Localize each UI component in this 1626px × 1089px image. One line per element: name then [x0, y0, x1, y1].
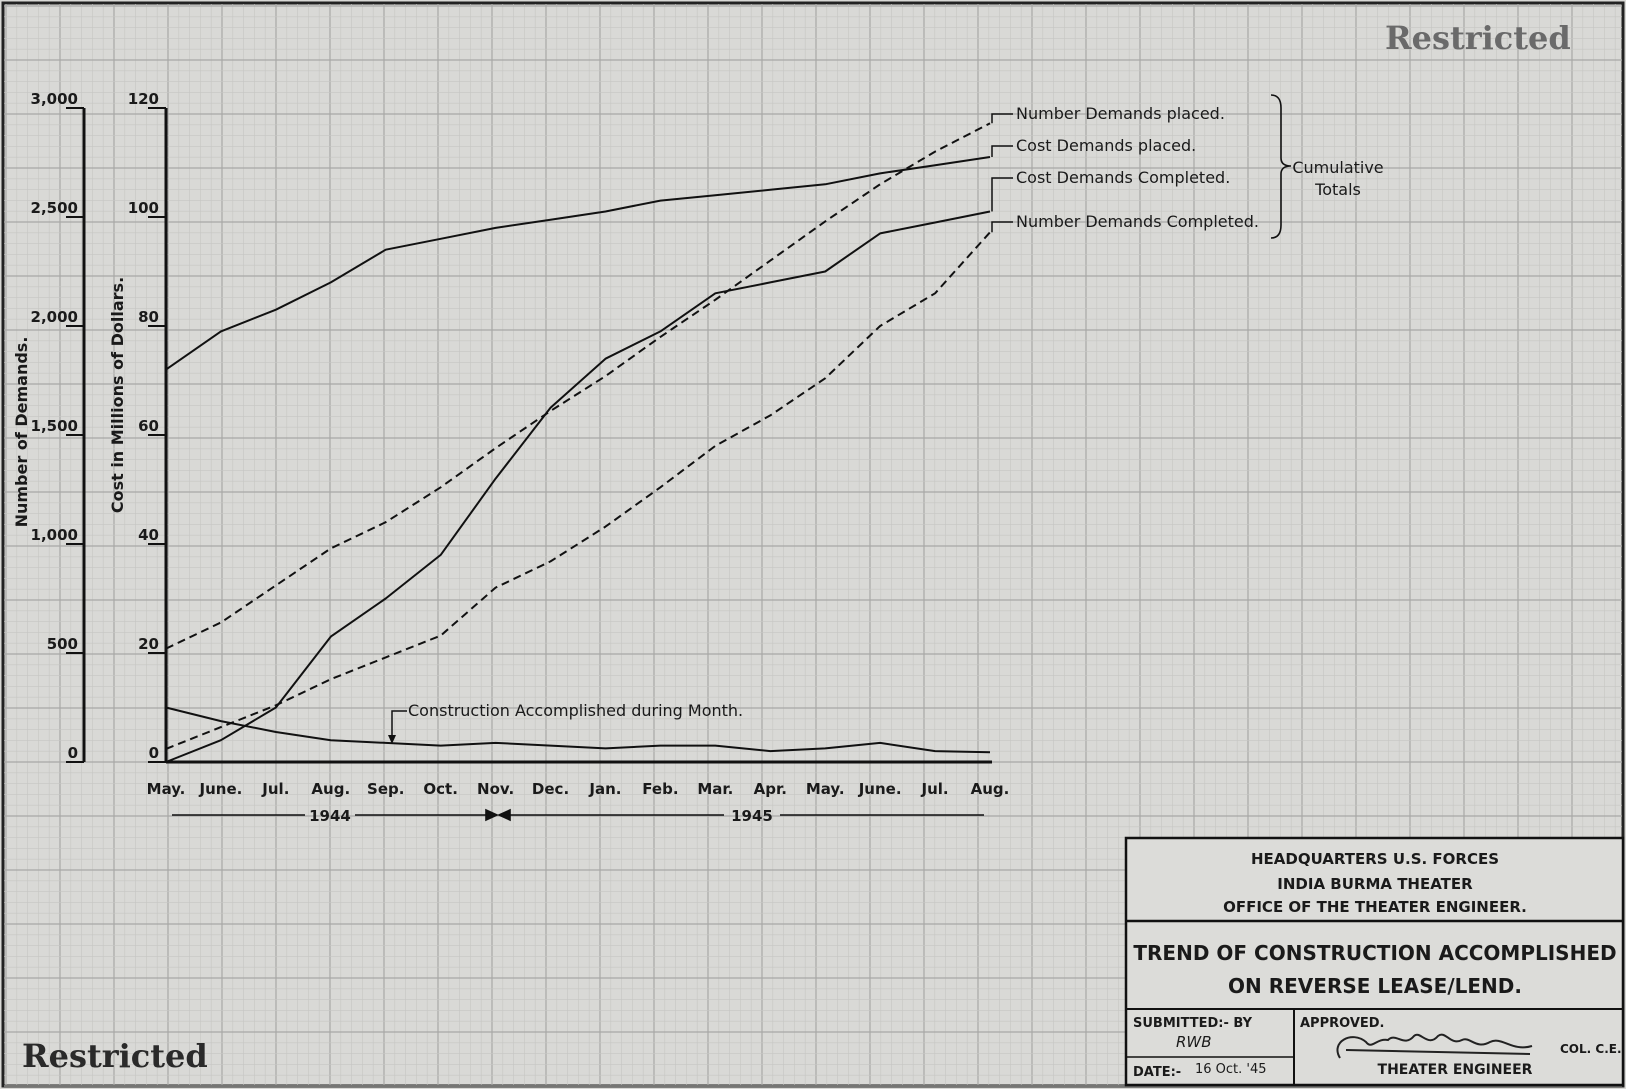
x-tick-label: Jul.: [261, 780, 289, 798]
count-tick-label: 2,000: [31, 308, 78, 326]
x-tick-label: Aug.: [971, 780, 1010, 798]
x-tick-label: May.: [147, 780, 186, 798]
org-line-3: OFFICE OF THE THEATER ENGINEER.: [1223, 898, 1527, 916]
legend-leader: [991, 113, 1013, 124]
bracket-label: Cumulative: [1292, 158, 1383, 177]
cost-tick-label: 20: [138, 635, 159, 653]
x-tick-label: June.: [858, 780, 902, 798]
legend-leader: [991, 145, 1013, 158]
series-line-2: [165, 210, 991, 763]
legend-label: Cost Demands placed.: [1016, 136, 1196, 155]
series-line-0: [165, 122, 991, 650]
restricted-stamp-bottom: Restricted: [22, 1037, 208, 1075]
legend-label: Number Demands Completed.: [1016, 212, 1259, 231]
count-tick-label: 2,500: [31, 199, 78, 217]
year-span-1945: [497, 808, 984, 822]
cost-tick-label: 80: [138, 308, 159, 326]
x-tick-label: Aug.: [311, 780, 350, 798]
rank-label: COL. C.E.: [1560, 1042, 1622, 1056]
x-tick-label: Mar.: [697, 780, 733, 798]
legend-leader: [991, 221, 1013, 233]
cumulative-bracket: [1270, 94, 1292, 239]
submitted-initials: RWB: [1176, 1033, 1212, 1051]
cost-tick-label: 0: [149, 744, 159, 762]
approver-title: THEATER ENGINEER: [1378, 1062, 1533, 1078]
x-tick-label: Sep.: [367, 780, 404, 798]
submitted-label: SUBMITTED:- BY: [1133, 1016, 1253, 1031]
cost-tick-label: 60: [138, 417, 159, 435]
x-tick-label: Apr.: [754, 780, 787, 798]
count-tick-label: 500: [47, 635, 78, 653]
x-tick-label: May.: [806, 780, 845, 798]
series-layer: [165, 122, 991, 763]
restricted-stamp-top: Restricted: [1385, 19, 1571, 57]
count-axis-title: Number of Demands.: [12, 337, 31, 528]
construction-series-label: Construction Accomplished during Month.: [408, 701, 743, 720]
series-line-1: [165, 156, 991, 371]
x-tick-label: Feb.: [642, 780, 678, 798]
org-line-1: HEADQUARTERS U.S. FORCES: [1251, 850, 1499, 868]
legend-leader: [991, 177, 1013, 212]
count-tick-label: 3,000: [31, 90, 78, 108]
cost-tick-label: 120: [128, 90, 159, 108]
count-tick-label: 1,000: [31, 526, 78, 544]
date-label: DATE:-: [1133, 1065, 1181, 1080]
x-tick-label: Jul.: [921, 780, 949, 798]
cost-axis-title: Cost in Millions of Dollars.: [108, 277, 127, 513]
x-tick-label: Dec.: [532, 780, 569, 798]
x-tick-label: June.: [199, 780, 243, 798]
x-tick-label: Nov.: [477, 780, 514, 798]
chart-title-line-2: ON REVERSE LEASE/LEND.: [1228, 974, 1522, 998]
approved-label: APPROVED.: [1300, 1016, 1385, 1031]
series-line-3: [165, 231, 991, 750]
chart-title-line-1: TREND OF CONSTRUCTION ACCOMPLISHED: [1133, 941, 1616, 965]
x-tick-label: Oct.: [423, 780, 458, 798]
construction-label-arrowhead: [388, 735, 396, 744]
org-line-2: INDIA BURMA THEATER: [1277, 875, 1473, 893]
year-label-1944: 1944: [309, 807, 351, 825]
cost-tick-label: 100: [128, 199, 159, 217]
approver-signature: [1336, 1033, 1533, 1059]
count-tick-label: 0: [68, 744, 78, 762]
year-span-1944: [172, 808, 499, 822]
cost-tick-label: 40: [138, 526, 159, 544]
series-line-4: [165, 706, 991, 754]
date-value: 16 Oct. '45: [1195, 1062, 1267, 1077]
construction-label-leader: [391, 710, 407, 741]
legend-label: Cost Demands Completed.: [1016, 168, 1230, 187]
count-tick-label: 1,500: [31, 417, 78, 435]
year-label-1945: 1945: [731, 807, 773, 825]
bracket-label-totals: Totals: [1314, 180, 1361, 199]
legend: Number Demands placed. Cost Demands place…: [991, 104, 1259, 233]
axis-ticks: 0 500 1,000 1,500 2,000 2,500 3,000 0 20 40 60 80 10…: [31, 90, 1010, 798]
x-tick-label: Jan.: [588, 780, 621, 798]
legend-label: Number Demands placed.: [1016, 104, 1225, 123]
